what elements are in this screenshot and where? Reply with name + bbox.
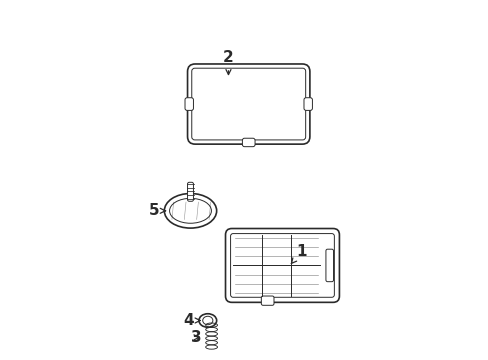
FancyBboxPatch shape bbox=[184, 98, 193, 111]
FancyBboxPatch shape bbox=[230, 234, 334, 297]
Ellipse shape bbox=[203, 316, 212, 325]
Text: 3: 3 bbox=[190, 330, 201, 345]
Text: 2: 2 bbox=[223, 50, 233, 75]
FancyBboxPatch shape bbox=[187, 64, 309, 144]
Text: 1: 1 bbox=[291, 244, 306, 264]
FancyBboxPatch shape bbox=[242, 138, 255, 147]
FancyBboxPatch shape bbox=[325, 249, 333, 282]
FancyBboxPatch shape bbox=[261, 296, 273, 305]
FancyBboxPatch shape bbox=[191, 68, 305, 140]
FancyBboxPatch shape bbox=[187, 182, 193, 201]
FancyBboxPatch shape bbox=[225, 229, 339, 302]
Ellipse shape bbox=[164, 194, 216, 228]
Text: 5: 5 bbox=[148, 203, 165, 218]
FancyBboxPatch shape bbox=[304, 98, 312, 111]
Ellipse shape bbox=[169, 198, 211, 223]
Ellipse shape bbox=[199, 314, 216, 327]
Text: 4: 4 bbox=[183, 313, 200, 328]
